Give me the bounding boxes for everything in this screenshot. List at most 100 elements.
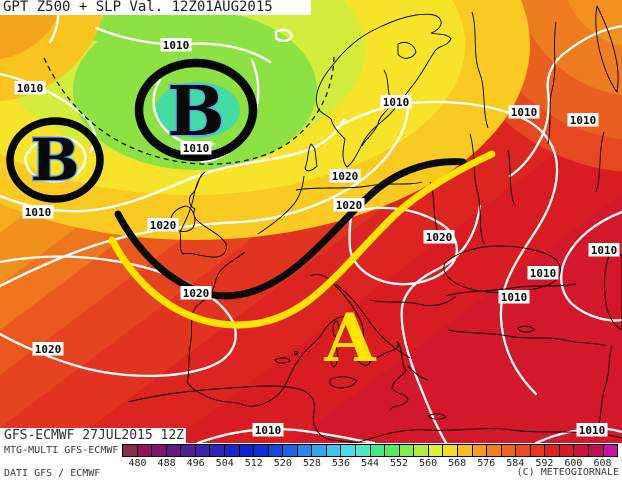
colorbar-tick: 552 [390,458,409,469]
isobar-label: 1010 [252,423,284,437]
isobar-label: 1020 [333,198,365,212]
svg-text:1020: 1020 [336,199,363,212]
colorbar-tick: 496 [186,458,205,469]
footer-strip: MTG-MULTI GFS-ECMWF DATI GFS / ECMWF (C)… [0,443,622,480]
isobar-label: 1020 [423,230,455,244]
colorbar-cell [137,445,153,456]
colorbar-tick: 544 [360,458,380,469]
front-line-black [114,158,467,300]
svg-text:1010: 1010 [511,106,538,119]
low-pressure-symbol: B [30,126,79,194]
colorbar-cell [210,445,225,456]
colorbar-cell [166,445,182,456]
colorbar-cell [530,445,546,456]
coastlines [127,5,622,443]
colorbar-cell [545,445,560,456]
height-field [0,0,622,443]
colorbar-cell [181,445,196,456]
colorbar-cell [152,445,167,456]
isobar-label: 1010 [22,205,54,219]
isobar-label: 1010 [508,105,540,119]
colorbar-tick: 520 [273,458,292,469]
isobar-label: 1010 [498,290,530,304]
svg-text:1010: 1010 [255,424,282,437]
isobar-label: 1010 [588,243,620,257]
colorbar-tick: 584 [506,458,525,469]
colorbar-cell [414,445,429,456]
isobar-label: 1010 [14,81,46,95]
product-label: MTG-MULTI GFS-ECMWF [4,445,119,456]
isobar-label: 1020 [180,286,212,300]
colorbar-tick: 536 [331,458,350,469]
colorbar-cell [341,445,356,456]
colorbar-cell [312,445,327,456]
isobar-label: 1020 [329,169,361,183]
colorbar-tick: 560 [419,458,438,469]
svg-text:1020: 1020 [426,231,453,244]
isobar-label: 1010 [576,423,608,437]
svg-text:1020: 1020 [332,170,359,183]
colorbar-cell [574,445,589,456]
colorbar-tick: 576 [477,458,496,469]
colorbar-cell [443,445,458,456]
svg-text:1010: 1010 [570,114,597,127]
svg-text:1010: 1010 [183,142,210,155]
colorbar-cell [283,445,298,456]
colorbar-cell [589,445,604,456]
isobar-label: 1020 [147,218,179,232]
colorbar-tick: 488 [157,458,176,469]
title-bar: GPT Z500 + SLP Val. 12Z01AUG2015 [0,0,311,15]
colorbar [122,444,618,457]
colorbar-cell [603,445,618,456]
z500-dashed-contour [43,55,335,165]
colorbar-cell [399,445,415,456]
colorbar-cell [326,445,342,456]
svg-text:1010: 1010 [25,206,52,219]
isobar-label: 1010 [180,141,212,155]
colorbar-cell [516,445,531,456]
colorbar-cell [268,445,284,456]
svg-text:1010: 1010 [17,82,44,95]
colorbar-cell [254,445,269,456]
isobar-label: 1010 [567,113,599,127]
colorbar-cell [224,445,240,456]
geopotential-map: 1010101010101010102010101010101010201020… [0,0,622,443]
colorbar-ticks: 480 488 496 504 512 520 528 536 544 552 560 568 576 5… [122,458,618,469]
colorbar-cell [428,445,444,456]
colorbar-tick: 608 [593,458,612,469]
colorbar-tick: 512 [244,458,263,469]
colorbar-tick: 600 [564,458,583,469]
svg-text:1020: 1020 [183,287,210,300]
colorbar-cell [297,445,313,456]
colorbar-tick: 480 [128,458,147,469]
isobar-label: 1020 [32,342,64,356]
colorbar-cell [457,445,473,456]
svg-text:1010: 1010 [383,96,410,109]
colorbar-cell [472,445,488,456]
isobar-labels: 1010101010101010102010101010101010201020… [14,38,620,437]
high-pressure-symbol: A [323,299,376,377]
isobar-label: 1010 [380,95,412,109]
low-pressure-symbol: B [167,72,224,152]
colorbar-cell [195,445,211,456]
colorbar-cell [239,445,255,456]
isobar-label: 1010 [527,266,559,280]
colorbar-cell [559,445,575,456]
svg-text:1010: 1010 [579,424,606,437]
colorbar-cell [123,445,138,456]
copyright-label: (C) METEOGIORNALE [516,467,619,478]
colorbar-cell [385,445,400,456]
isobar-label: 1010 [160,38,192,52]
svg-text:1010: 1010 [530,267,557,280]
pressure-centers: B B A [29,71,376,377]
svg-text:1010: 1010 [501,291,528,304]
colorbar-cell [487,445,502,456]
colorbar-tick: 504 [215,458,234,469]
svg-text:1020: 1020 [150,219,177,232]
model-run-label: GFS-ECMWF 27JUL2015 12Z [0,428,186,443]
svg-text:1010: 1010 [591,244,618,257]
data-source-label: DATI GFS / ECMWF [4,468,101,479]
colorbar-tick: 528 [302,458,321,469]
colorbar-cell [501,445,517,456]
colorbar-cell [356,445,371,456]
